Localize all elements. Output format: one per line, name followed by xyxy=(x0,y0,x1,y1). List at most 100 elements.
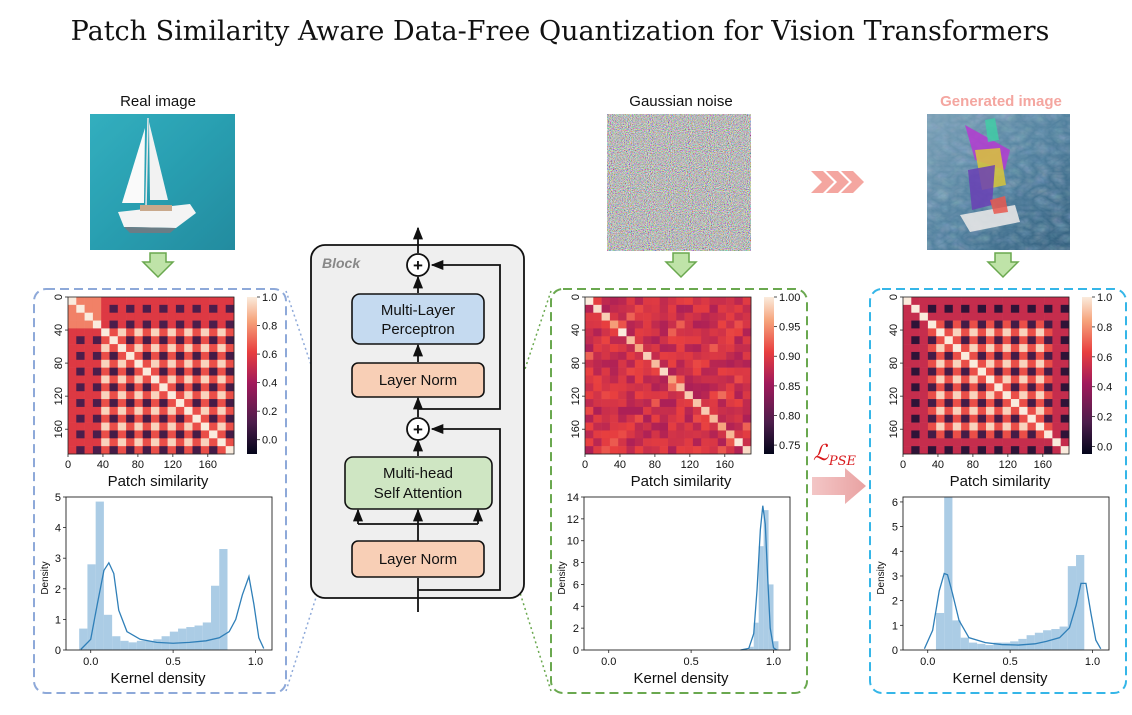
layer-norm-bottom-label: Layer Norm xyxy=(379,551,457,568)
heatmap-cell xyxy=(643,430,652,439)
heatmap-cell xyxy=(643,391,652,400)
heatmap-cell xyxy=(969,312,978,321)
heatmap-cell xyxy=(126,367,135,376)
heatmap-cell xyxy=(1002,351,1012,361)
x-tick-label: 80 xyxy=(967,459,979,471)
heatmap-cell xyxy=(225,304,235,313)
heatmap-cell xyxy=(609,336,619,345)
heatmap-cell xyxy=(1027,351,1037,361)
heatmap-cell xyxy=(626,351,636,361)
heatmap-cell xyxy=(68,414,77,423)
heatmap-cell xyxy=(1044,320,1053,329)
heatmap-cell xyxy=(117,414,127,423)
heatmap-cell xyxy=(911,367,920,376)
heatmap-cell xyxy=(84,438,94,447)
heatmap-cell xyxy=(1027,312,1037,321)
heatmap-cell xyxy=(643,359,652,368)
heatmap-cell xyxy=(659,422,669,431)
generated-heatmap-xlabel: Patch similarity xyxy=(950,473,1051,490)
heatmap-cell xyxy=(109,383,119,392)
heatmap-cell xyxy=(192,328,202,337)
heatmap-cell xyxy=(1035,328,1045,337)
heatmap-cell xyxy=(986,312,995,321)
heatmap-cell xyxy=(659,383,669,392)
heatmap-cell xyxy=(969,438,978,447)
heatmap-cell xyxy=(1035,320,1045,329)
heatmap-cell xyxy=(986,344,995,353)
heatmap-cell xyxy=(969,422,978,431)
heatmap-cell xyxy=(1044,328,1053,337)
heatmap-cell xyxy=(209,304,218,313)
heatmap-cell xyxy=(151,344,160,353)
heatmap-cell xyxy=(944,359,954,368)
x-tick-label: 40 xyxy=(932,459,944,471)
heatmap-cell xyxy=(217,359,226,368)
heatmap-cell xyxy=(117,430,127,439)
heatmap-cell xyxy=(742,297,752,306)
heatmap-cell xyxy=(726,320,735,329)
heatmap-cell xyxy=(684,383,694,392)
heatmap-cell xyxy=(919,438,929,447)
heatmap-cell xyxy=(134,430,143,439)
heatmap-cell xyxy=(618,312,627,321)
heatmap-cell xyxy=(986,422,995,431)
heatmap-cell xyxy=(709,344,719,353)
heatmap-cell xyxy=(618,399,627,408)
heatmap-cell xyxy=(936,359,945,368)
heatmap-cell xyxy=(977,399,987,408)
heatmap-cell xyxy=(936,414,945,423)
heatmap-cell xyxy=(1044,391,1053,400)
heatmap-cell xyxy=(76,391,85,400)
heatmap-cell xyxy=(109,320,119,329)
heatmap-cell xyxy=(68,406,77,416)
heatmap-cell xyxy=(618,391,627,400)
gaussian-noise-image xyxy=(607,114,751,251)
heatmap-cell xyxy=(643,344,652,353)
colorbar-tick-label: 0.4 xyxy=(262,378,277,390)
heatmap-cell xyxy=(903,446,912,455)
heatmap-cell xyxy=(142,312,152,321)
generated-kde-ylabel: Density xyxy=(876,561,887,594)
histogram-bar xyxy=(1051,629,1060,650)
heatmap-cell xyxy=(742,328,752,337)
heatmap-cell xyxy=(1052,328,1061,337)
heatmap-cell xyxy=(1060,336,1070,345)
heatmap-cell xyxy=(217,320,226,329)
heatmap-cell xyxy=(92,320,102,329)
heatmap-cell xyxy=(676,328,685,337)
heatmap-cell xyxy=(200,438,210,447)
heatmap-cell xyxy=(692,391,702,400)
heatmap-cell xyxy=(1019,344,1028,353)
heatmap-cell xyxy=(151,297,160,306)
heatmap-cell xyxy=(593,304,602,313)
heatmap-cell xyxy=(84,304,94,313)
y-tick-label: 12 xyxy=(567,514,579,526)
heatmap-cell xyxy=(601,351,611,361)
heatmap-cell xyxy=(101,399,110,408)
heatmap-cell xyxy=(659,304,669,313)
heatmap-cell xyxy=(92,422,102,431)
heatmap-cell xyxy=(585,391,594,400)
heatmap-cell xyxy=(84,446,94,455)
heatmap-cell xyxy=(701,414,710,423)
heatmap-cell xyxy=(634,414,644,423)
heatmap-cell xyxy=(701,304,710,313)
heatmap-cell xyxy=(609,438,619,447)
heatmap-cell xyxy=(1010,383,1020,392)
heatmap-cell xyxy=(726,383,735,392)
y-tick-label: 160 xyxy=(53,420,65,438)
heatmap-cell xyxy=(936,383,945,392)
heatmap-cell xyxy=(919,399,929,408)
heatmap-cell xyxy=(634,391,644,400)
heatmap-cell xyxy=(601,304,611,313)
heatmap-cell xyxy=(1002,359,1012,368)
heatmap-cell xyxy=(659,297,669,306)
heatmap-cell xyxy=(977,367,987,376)
y-tick-label: 5 xyxy=(892,522,898,534)
heatmap-cell xyxy=(184,351,193,361)
heatmap-cell xyxy=(692,422,702,431)
histogram-bar xyxy=(993,642,1002,650)
heatmap-cell xyxy=(927,359,937,368)
heatmap-cell xyxy=(92,297,102,306)
x-tick-label: 0 xyxy=(900,459,906,471)
